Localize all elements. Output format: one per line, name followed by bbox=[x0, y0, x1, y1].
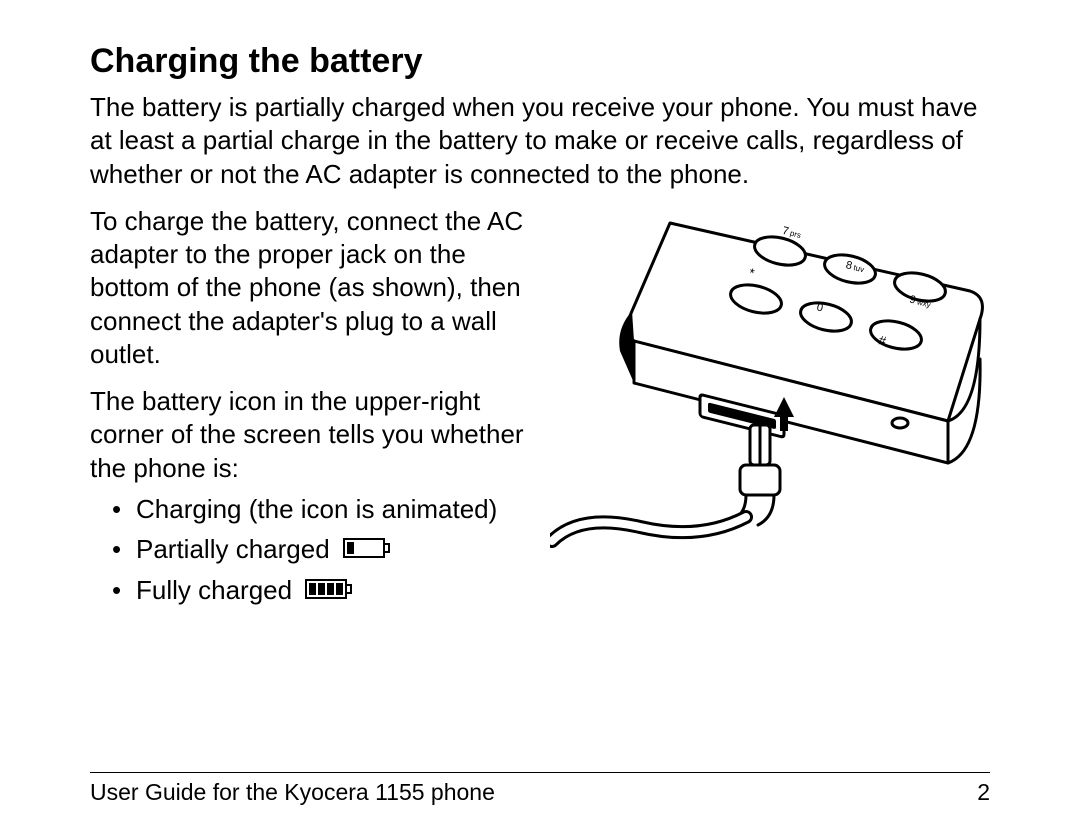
list-item-text: Fully charged bbox=[136, 575, 292, 605]
footer-rule bbox=[90, 772, 990, 773]
intro-paragraph: The battery is partially charged when yo… bbox=[90, 91, 990, 191]
text-column: To charge the battery, connect the AC ad… bbox=[90, 205, 550, 614]
page-footer: User Guide for the Kyocera 1155 phone 2 bbox=[90, 772, 990, 806]
list-item: Partially charged bbox=[112, 531, 532, 571]
illustration-column: 7prs 8tuv 9wxy * 0 # bbox=[550, 205, 990, 576]
list-item: Charging (the icon is animated) bbox=[112, 491, 532, 529]
content-row: To charge the battery, connect the AC ad… bbox=[90, 205, 990, 614]
icon-state-paragraph: The battery icon in the upper-right corn… bbox=[90, 385, 532, 485]
page-number: 2 bbox=[977, 779, 990, 806]
state-list: Charging (the icon is animated) Partiall… bbox=[90, 491, 532, 612]
battery-full-icon bbox=[305, 574, 353, 612]
list-item-text: Partially charged bbox=[136, 534, 330, 564]
list-item: Fully charged bbox=[112, 572, 532, 612]
footer-left-text: User Guide for the Kyocera 1155 phone bbox=[90, 779, 495, 806]
section-heading: Charging the battery bbox=[90, 42, 990, 81]
battery-partial-icon bbox=[343, 533, 391, 571]
charger-diagram: 7prs 8tuv 9wxy * 0 # bbox=[550, 211, 990, 571]
instruction-paragraph: To charge the battery, connect the AC ad… bbox=[90, 205, 532, 371]
list-item-text: Charging (the icon is animated) bbox=[136, 494, 497, 524]
page: Charging the battery The battery is part… bbox=[0, 0, 1080, 834]
svg-text:prs: prs bbox=[789, 228, 802, 239]
